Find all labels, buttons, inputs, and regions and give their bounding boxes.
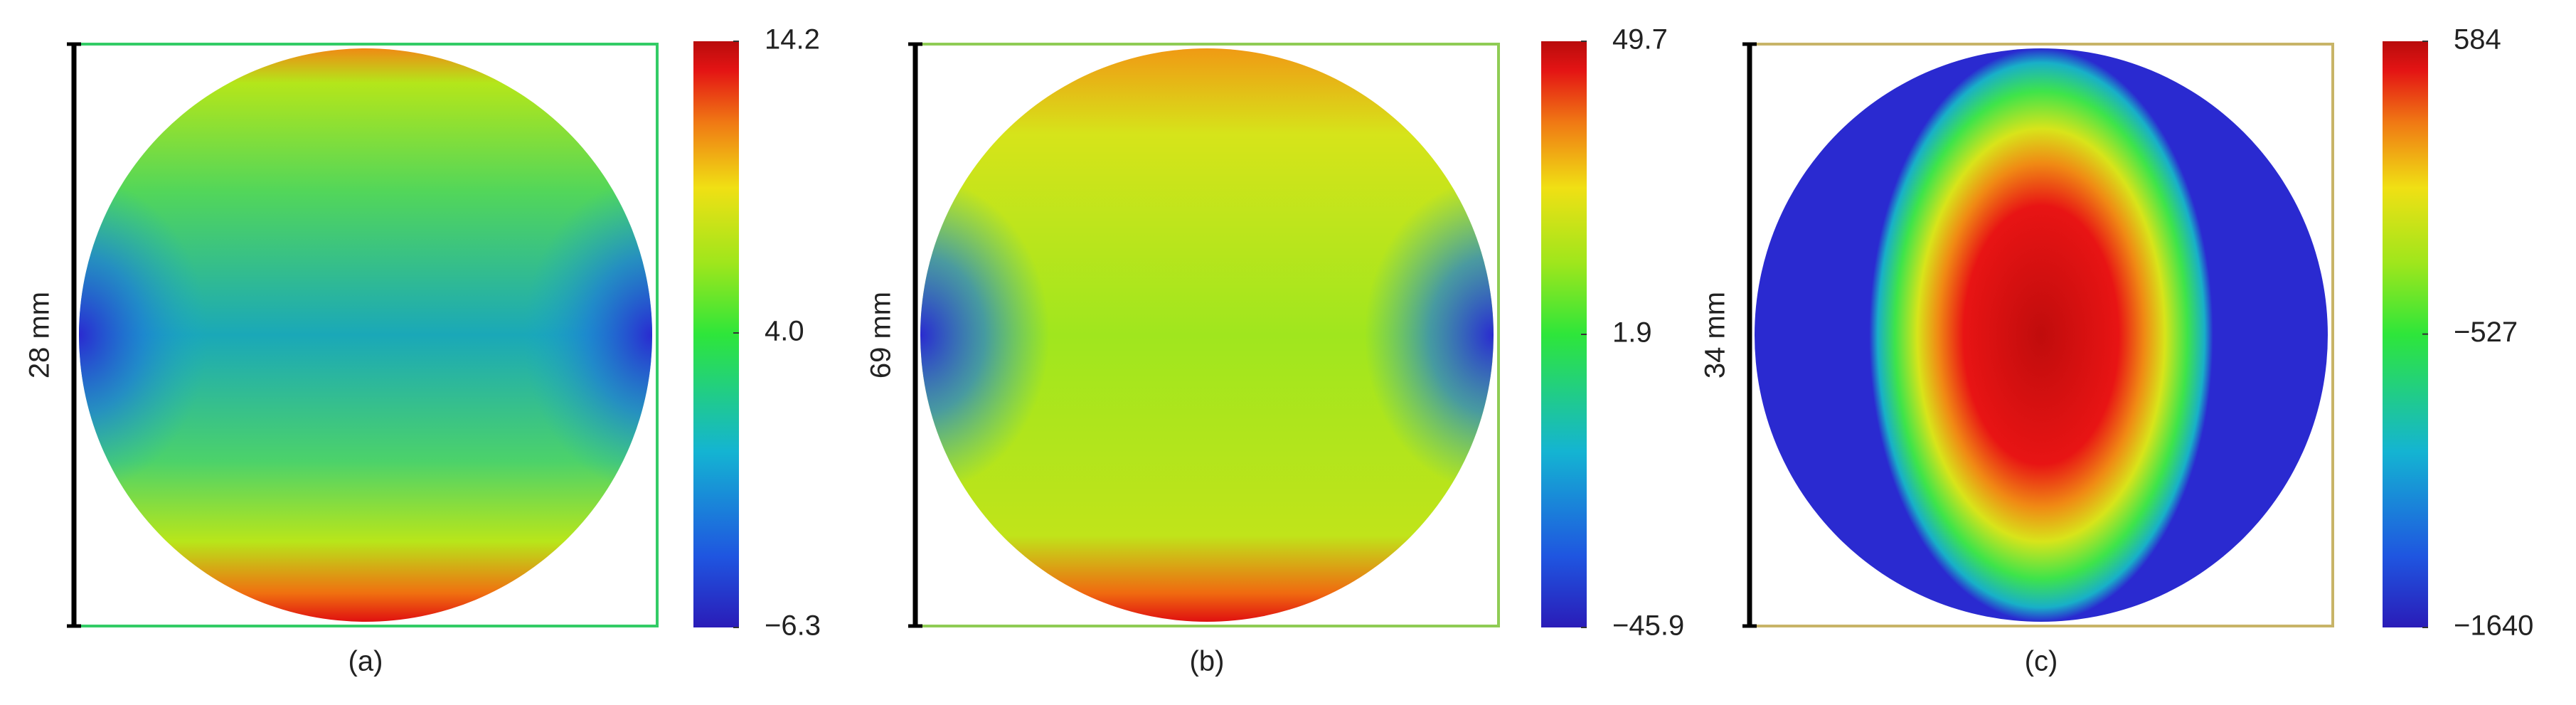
scale-label: 28 mm: [24, 292, 55, 378]
heatmap: [1755, 48, 2328, 622]
colorbar: [693, 41, 739, 627]
heatmap: [79, 48, 652, 622]
heatmap: [920, 48, 1494, 622]
heatmap-low: [523, 177, 652, 493]
heatmap-low: [920, 177, 1050, 493]
heatmap-field: [1755, 48, 2328, 622]
colorbar-tick-label: −1640: [2454, 610, 2533, 642]
heatmap-low: [1364, 177, 1494, 493]
colorbar-tick-label: −527: [2454, 317, 2518, 348]
scale-label: 69 mm: [866, 292, 897, 378]
colorbar: [2383, 41, 2428, 627]
colorbar-tick-label: 49.7: [1612, 24, 1668, 55]
colorbar-tick-label: 1.9: [1612, 317, 1652, 349]
colorbar-tick-label: 14.2: [765, 24, 820, 55]
colorbar-tick-label: 584: [2454, 24, 2501, 55]
colorbar-tick-label: −45.9: [1612, 610, 1684, 642]
caption: (b): [1190, 646, 1225, 677]
caption: (a): [348, 646, 383, 677]
colorbar-tick-label: −6.3: [765, 610, 821, 642]
colorbar-tick-label: 4.0: [765, 316, 804, 347]
heatmap-low: [79, 177, 208, 493]
scale-label: 34 mm: [1700, 292, 1731, 378]
caption: (c): [2025, 646, 2058, 677]
colorbar: [1541, 41, 1587, 627]
